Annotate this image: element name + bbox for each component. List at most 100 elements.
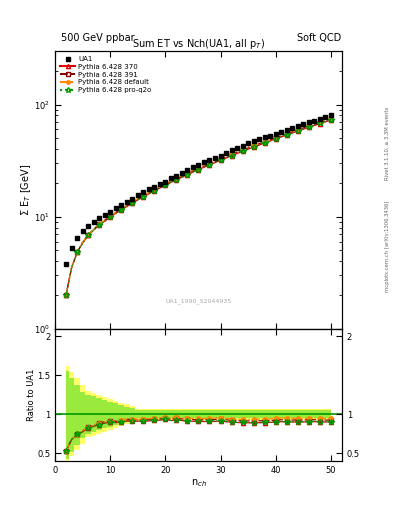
Pythia 6.428 391	[158, 184, 162, 190]
Pythia 6.428 default	[86, 231, 90, 238]
Pythia 6.428 391	[97, 221, 101, 227]
Pythia 6.428 370	[91, 227, 96, 233]
Pythia 6.428 default	[202, 162, 206, 168]
Pythia 6.428 default	[251, 141, 256, 147]
Pythia 6.428 391	[307, 123, 311, 129]
Pythia 6.428 default	[119, 205, 123, 211]
Pythia 6.428 370	[229, 153, 234, 159]
Pythia 6.428 391	[312, 121, 317, 127]
Pythia 6.428 pro-q2o	[301, 126, 306, 132]
Pythia 6.428 370	[113, 210, 118, 217]
Pythia 6.428 391	[91, 226, 96, 232]
Pythia 6.428 pro-q2o	[279, 134, 284, 140]
Pythia 6.428 391	[152, 187, 157, 193]
Pythia 6.428 pro-q2o	[80, 240, 85, 246]
Pythia 6.428 370	[224, 155, 228, 161]
Pythia 6.428 pro-q2o	[224, 155, 228, 161]
Pythia 6.428 370	[312, 122, 317, 129]
Pythia 6.428 370	[196, 166, 201, 173]
Text: mcplots.cern.ch [arXiv:1306.3436]: mcplots.cern.ch [arXiv:1306.3436]	[385, 200, 390, 291]
Pythia 6.428 370	[202, 164, 206, 170]
Pythia 6.428 391	[301, 125, 306, 131]
Pythia 6.428 pro-q2o	[240, 148, 245, 154]
Pythia 6.428 pro-q2o	[185, 172, 190, 178]
Pythia 6.428 391	[318, 119, 322, 125]
Pythia 6.428 370	[75, 249, 79, 255]
Pythia 6.428 pro-q2o	[285, 132, 289, 138]
Pythia 6.428 391	[191, 168, 195, 174]
Pythia 6.428 pro-q2o	[329, 117, 333, 123]
Pythia 6.428 370	[274, 136, 278, 142]
Pythia 6.428 pro-q2o	[102, 218, 107, 224]
Pythia 6.428 370	[163, 182, 168, 188]
Pythia 6.428 default	[108, 213, 112, 219]
Pythia 6.428 370	[147, 191, 151, 197]
Pythia 6.428 default	[274, 134, 278, 140]
Pythia 6.428 default	[80, 239, 85, 245]
Pythia 6.428 pro-q2o	[296, 128, 300, 134]
Pythia 6.428 default	[218, 155, 223, 161]
Pythia 6.428 default	[91, 226, 96, 232]
Pythia 6.428 pro-q2o	[75, 249, 79, 255]
Legend: UA1, Pythia 6.428 370, Pythia 6.428 391, Pythia 6.428 default, Pythia 6.428 pro-: UA1, Pythia 6.428 370, Pythia 6.428 391,…	[59, 55, 152, 94]
Pythia 6.428 370	[257, 142, 261, 148]
Pythia 6.428 391	[251, 143, 256, 149]
Pythia 6.428 pro-q2o	[251, 144, 256, 150]
Pythia 6.428 default	[224, 153, 228, 159]
Pythia 6.428 pro-q2o	[147, 191, 151, 197]
Pythia 6.428 default	[268, 135, 273, 141]
Pythia 6.428 391	[75, 249, 79, 255]
Pythia 6.428 default	[262, 137, 267, 143]
Pythia 6.428 370	[329, 117, 333, 123]
Pythia 6.428 default	[329, 115, 333, 121]
Pythia 6.428 370	[69, 265, 74, 271]
Pythia 6.428 pro-q2o	[202, 164, 206, 170]
Pythia 6.428 391	[290, 129, 295, 135]
Pythia 6.428 370	[218, 157, 223, 163]
Pythia 6.428 pro-q2o	[91, 227, 96, 233]
Pythia 6.428 370	[136, 197, 140, 203]
Title: Sum ET vs Nch(UA1, all p$_T$): Sum ET vs Nch(UA1, all p$_T$)	[132, 37, 265, 51]
Pythia 6.428 pro-q2o	[119, 207, 123, 213]
Pythia 6.428 391	[185, 170, 190, 177]
Pythia 6.428 391	[102, 217, 107, 223]
Pythia 6.428 391	[86, 231, 90, 238]
Pythia 6.428 370	[323, 119, 328, 125]
Pythia 6.428 default	[229, 151, 234, 157]
Y-axis label: Σ E$_T$ [GeV]: Σ E$_T$ [GeV]	[19, 164, 33, 216]
Pythia 6.428 370	[301, 126, 306, 132]
Pythia 6.428 391	[329, 116, 333, 122]
Pythia 6.428 391	[202, 163, 206, 169]
Text: 500 GeV ppbar: 500 GeV ppbar	[61, 33, 134, 44]
Pythia 6.428 pro-q2o	[136, 197, 140, 203]
Pythia 6.428 370	[285, 132, 289, 138]
Pythia 6.428 391	[163, 181, 168, 187]
Pythia 6.428 default	[290, 127, 295, 134]
Pythia 6.428 370	[152, 188, 157, 194]
Pythia 6.428 default	[207, 160, 212, 166]
Pythia 6.428 pro-q2o	[152, 188, 157, 194]
Text: Soft QCD: Soft QCD	[297, 33, 341, 44]
Pythia 6.428 default	[318, 118, 322, 124]
Pythia 6.428 370	[318, 121, 322, 127]
Pythia 6.428 370	[169, 179, 173, 185]
Pythia 6.428 391	[69, 265, 74, 271]
Pythia 6.428 default	[102, 217, 107, 223]
Pythia 6.428 pro-q2o	[158, 185, 162, 191]
Pythia 6.428 391	[113, 209, 118, 216]
Pythia 6.428 370	[185, 172, 190, 178]
Pythia 6.428 default	[113, 209, 118, 216]
Pythia 6.428 370	[279, 134, 284, 140]
Pythia 6.428 pro-q2o	[318, 120, 322, 126]
Pythia 6.428 pro-q2o	[207, 162, 212, 168]
Pythia 6.428 370	[246, 146, 250, 152]
Pythia 6.428 pro-q2o	[213, 159, 217, 165]
Pythia 6.428 370	[174, 177, 179, 183]
Pythia 6.428 pro-q2o	[64, 292, 68, 298]
Pythia 6.428 pro-q2o	[108, 214, 112, 220]
Pythia 6.428 370	[80, 240, 85, 246]
Pythia 6.428 391	[285, 131, 289, 137]
Pythia 6.428 370	[158, 185, 162, 191]
Pythia 6.428 391	[213, 158, 217, 164]
Pythia 6.428 pro-q2o	[163, 182, 168, 188]
